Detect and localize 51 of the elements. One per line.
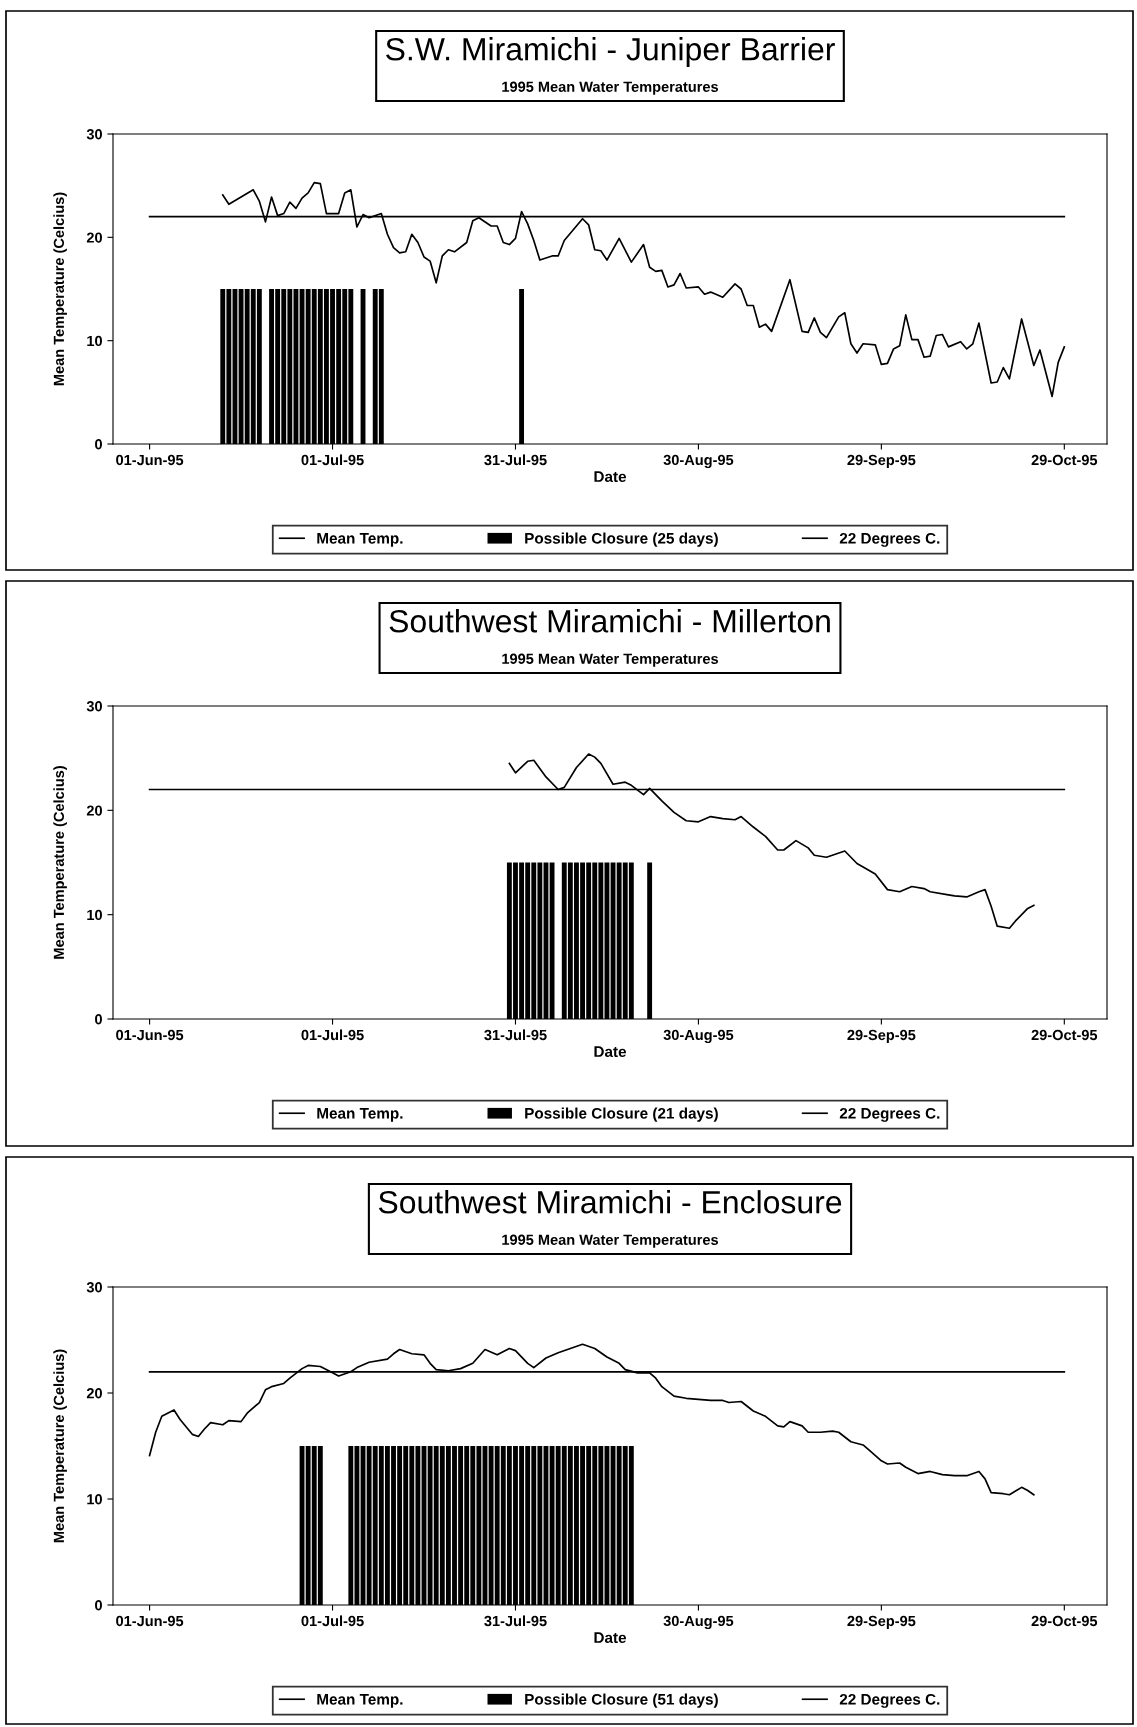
y-tick-label: 20 xyxy=(86,1388,102,1399)
y-tick-label: 30 xyxy=(86,1282,102,1293)
y-tick-label: 10 xyxy=(87,909,102,921)
x-tick-label: 30-Aug-95 xyxy=(663,1029,734,1044)
y-tick-label: 20 xyxy=(86,805,102,816)
y-tick-label: 0 xyxy=(95,1600,102,1611)
x-axis-title: Date xyxy=(594,471,627,483)
y-tick-label: 0 xyxy=(95,439,102,450)
y-axis-title: Mean Temperature (Celcius) xyxy=(53,766,67,959)
chart-title: Southwest Miramichi - Millerton xyxy=(389,609,830,633)
chart-title: Southwest Miramichi - Enclosure xyxy=(378,1190,842,1214)
y-tick-label: 0 xyxy=(95,1014,102,1025)
legend-label: Mean Temp. xyxy=(317,1694,403,1708)
y-axis-title: Mean Temperature (Celcius) xyxy=(53,1349,67,1543)
y-axis-title: Mean Temperature (Celcius) xyxy=(53,192,67,386)
x-tick-label: 31-Jul-95 xyxy=(484,454,547,466)
x-tick-label: 29-Sep-95 xyxy=(847,454,916,469)
y-tick-label: 30 xyxy=(86,129,102,140)
x-tick-label: 29-Sep-95 xyxy=(847,1029,916,1044)
x-tick-label: 29-Oct-95 xyxy=(1031,1029,1098,1041)
x-tick-label: 30-Aug-95 xyxy=(663,454,734,469)
chart-subtitle: 1995 Mean Water Temperatures xyxy=(502,1234,719,1248)
chart-subtitle: 1995 Mean Water Temperatures xyxy=(502,653,719,667)
chart-subtitle: 1995 Mean Water Temperatures xyxy=(502,81,719,95)
x-axis-title: Date xyxy=(594,1046,627,1058)
y-tick-label: 30 xyxy=(86,701,102,712)
x-tick-label: 30-Aug-95 xyxy=(663,1615,734,1630)
y-tick-label: 10 xyxy=(87,335,102,347)
x-tick-label: 01-Jun-95 xyxy=(116,1615,184,1627)
x-tick-label: 01-Jun-95 xyxy=(116,1029,184,1041)
x-tick-label: 01-Jul-95 xyxy=(301,1615,364,1627)
chart-title: S.W. Miramichi - Juniper Barrier xyxy=(386,37,835,67)
x-tick-label: 01-Jul-95 xyxy=(301,1029,364,1041)
x-tick-label: 01-Jul-95 xyxy=(301,454,364,466)
legend-label: Possible Closure (25 days) xyxy=(525,532,718,547)
x-axis-title: Date xyxy=(594,1632,627,1644)
x-tick-label: 29-Sep-95 xyxy=(847,1615,916,1630)
legend-label: 22 Degrees C. xyxy=(839,1693,940,1708)
y-tick-label: 20 xyxy=(86,232,102,243)
legend-label: Mean Temp. xyxy=(317,1108,403,1122)
legend-label: Possible Closure (21 days) xyxy=(525,1107,718,1122)
x-tick-label: 31-Jul-95 xyxy=(484,1615,547,1627)
y-tick-label: 10 xyxy=(87,1494,102,1505)
x-tick-label: 29-Oct-95 xyxy=(1031,454,1098,466)
legend-label: Possible Closure (51 days) xyxy=(525,1693,718,1708)
legend-label: Mean Temp. xyxy=(317,533,403,547)
x-tick-label: 31-Jul-95 xyxy=(484,1029,547,1041)
legend-label: 22 Degrees C. xyxy=(839,1107,940,1122)
legend-label: 22 Degrees C. xyxy=(839,532,940,547)
x-tick-label: 01-Jun-95 xyxy=(116,454,184,466)
x-tick-label: 29-Oct-95 xyxy=(1031,1615,1098,1627)
